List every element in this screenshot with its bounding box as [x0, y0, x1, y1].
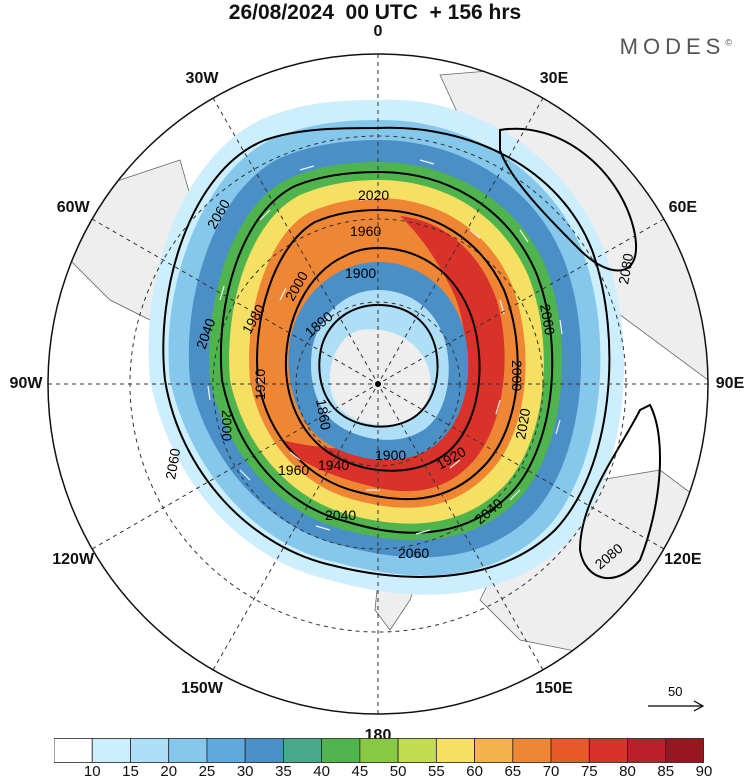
wind-vectors: [207, 159, 563, 535]
colorbar-swatch: [474, 738, 514, 763]
colorbar-level-label: 25: [198, 763, 216, 780]
longitude-label: 30W: [185, 70, 219, 88]
colorbar-swatch: [130, 738, 170, 763]
colorbar-level-label: 10: [83, 763, 101, 780]
reference-arrow-icon: [648, 700, 705, 712]
contour-label: 1940: [318, 457, 349, 473]
colorbar-level-label: 70: [542, 763, 560, 780]
colorbar-level-label: 20: [160, 763, 178, 780]
height-contours: [162, 126, 662, 579]
colorbar-level-label: 80: [619, 763, 636, 780]
colorbar-labels: 10 15 20 25 30 35 40 45 50 55 60 65 70 75 80 85 90: [54, 763, 712, 781]
colorbar-level-label: 15: [122, 763, 139, 780]
contour-label: 2000: [509, 360, 525, 391]
colorbar-swatch: [244, 738, 284, 763]
longitude-label: 120W: [52, 551, 95, 568]
colorbar-level-label: 30: [236, 763, 254, 780]
colorbar-level-label: 85: [657, 763, 675, 780]
colorbar-level-label: 55: [428, 763, 445, 780]
contour-label: 2060: [162, 447, 183, 481]
longitude-label: 120E: [664, 551, 702, 568]
contour-label: 1960: [278, 462, 309, 478]
colorbar-swatch: [206, 738, 246, 763]
colorbar-level-label: 40: [313, 763, 330, 780]
copyright-mark: ©: [725, 37, 732, 48]
contour-label: 2040: [325, 507, 356, 523]
colorbar-level-label: 50: [389, 763, 407, 780]
map-title: 26/08/2024 00 UTC + 156 hrs: [228, 1, 522, 24]
colorbar-swatch: [321, 738, 361, 763]
colorbar-swatch: [54, 738, 93, 763]
longitude-label: 90E: [715, 375, 745, 392]
contour-label: 2060: [398, 545, 429, 561]
longitude-label: 150W: [181, 679, 223, 697]
reference-vector: 50: [646, 684, 706, 714]
contour-label: 1900: [345, 265, 376, 281]
colorbar-swatch: [168, 738, 208, 763]
contour-label: 2080: [615, 252, 636, 286]
longitude-label: 60W: [56, 199, 90, 216]
colorbar-level-label: 35: [275, 763, 292, 780]
colorbar-swatch: [588, 738, 628, 763]
longitude-label: 90W: [9, 375, 43, 392]
colorbar-swatch: [627, 738, 667, 763]
contour-label: 2060: [537, 303, 558, 337]
longitude-label: 30E: [539, 70, 569, 88]
contour-label: 2000: [219, 410, 235, 441]
colorbar-swatch: [550, 738, 590, 763]
colorbar-level-label: 75: [580, 763, 598, 780]
longitude-label: 150E: [535, 679, 573, 697]
contour-label: 1860: [313, 398, 334, 432]
colorbar-level-label: 65: [504, 763, 522, 780]
colorbar-swatch: [283, 738, 323, 763]
colorbar-swatch: [91, 738, 131, 763]
colorbar-swatch: [359, 738, 399, 763]
contour-label: 1960: [350, 223, 381, 239]
contour-label: 2020: [512, 407, 533, 441]
contour-label: 1900: [375, 447, 406, 463]
colorbar-swatch: [397, 738, 437, 763]
colorbar-swatch: [435, 738, 475, 763]
brand-logo: MODES©: [620, 34, 732, 60]
colorbar: [54, 738, 704, 763]
colorbar-level-label: 60: [466, 763, 483, 780]
colorbar-level-label: 45: [351, 763, 369, 780]
contour-label: 1920: [252, 369, 268, 400]
colorbar-level-label: 90: [695, 763, 713, 780]
reference-vector-value: 50: [668, 684, 683, 699]
longitude-label: 0: [373, 23, 383, 40]
contour-label: 2020: [358, 187, 389, 203]
brand-name: MODES: [619, 34, 726, 59]
polar-map: 2020 1960 1900 1890 1860 1920 2000 1980 …: [47, 53, 709, 715]
colorbar-swatch: [512, 738, 552, 763]
colorbar-swatch: [665, 738, 704, 763]
longitude-label: 60E: [668, 199, 698, 216]
